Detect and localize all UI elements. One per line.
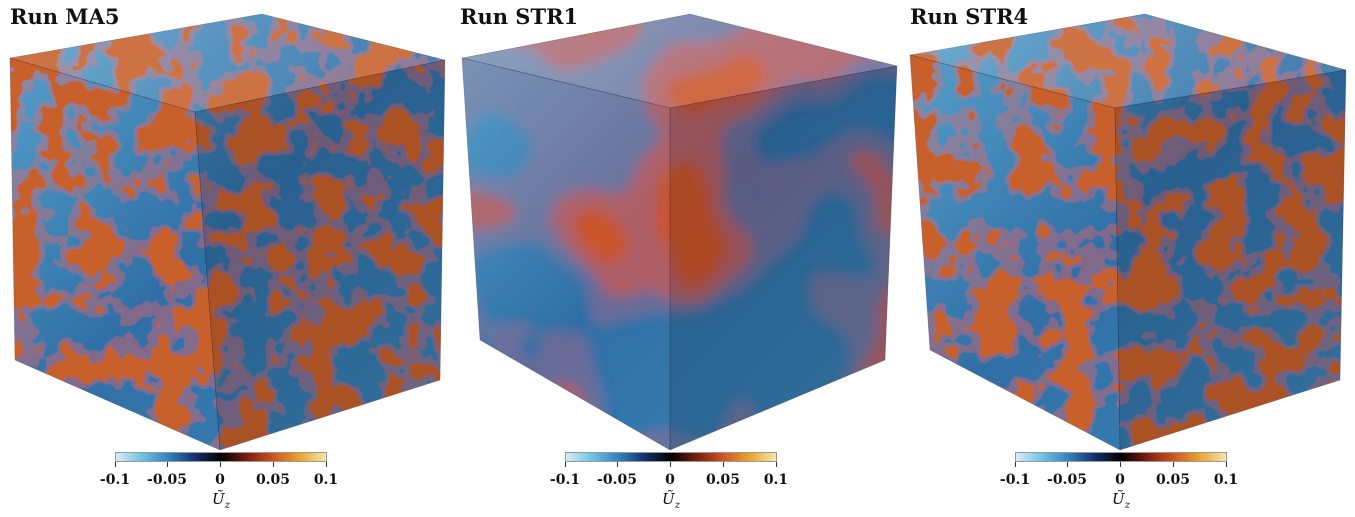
cube-face-top	[909, 13, 1347, 109]
colorbar-tick	[1067, 462, 1068, 467]
colorbar-tick	[1120, 462, 1121, 467]
colorbar-label: 0	[665, 472, 675, 488]
colorbar: -0.1 -0.05 0 0.05 0.1 Ũz	[100, 452, 338, 512]
cube-visualization	[461, 13, 898, 450]
colorbar-tick	[326, 462, 327, 467]
colorbar-label: 0.1	[1213, 472, 1239, 488]
colorbar-label: -0.1	[549, 472, 581, 488]
colorbar-tick	[670, 462, 671, 467]
cube-visualization	[9, 13, 446, 450]
cube-face-front	[9, 57, 221, 450]
colorbar-tick	[776, 462, 777, 467]
colorbar-tick	[617, 462, 618, 467]
colorbar-label: 0.05	[705, 472, 741, 488]
colorbar-label: 0.05	[1155, 472, 1191, 488]
cube-visualization	[909, 13, 1347, 450]
colorbar-label: -0.05	[1047, 472, 1087, 488]
cube-face-side	[669, 65, 898, 450]
colorbar-label: -0.05	[147, 472, 187, 488]
cube-face-front	[461, 57, 671, 450]
colorbar-tick	[273, 462, 274, 467]
cube-face-top	[461, 13, 898, 109]
field-pattern	[910, 14, 1346, 450]
colorbar-tick	[1015, 462, 1016, 467]
panel-run-ma5: Run MA5 -0.1 -0.05 0 0.05 0.1 Ũz	[0, 0, 450, 517]
colorbar-tick	[1173, 462, 1174, 467]
colorbar-gradient	[115, 452, 327, 462]
field-pattern	[10, 14, 445, 450]
panel-title: Run MA5	[10, 4, 120, 29]
colorbar-label: 0	[1115, 472, 1125, 488]
cube-face-front	[909, 54, 1121, 450]
cube-faces	[10, 14, 445, 450]
cube-face-side	[1114, 69, 1347, 450]
panel-run-str1: Run STR1 -0.1 -0.05 0 0.05 0.1 Ũz	[450, 0, 900, 517]
colorbar-tick	[220, 462, 221, 467]
colorbar-label: 0.1	[763, 472, 789, 488]
cube-faces	[910, 14, 1346, 450]
colorbar-label: 0.1	[313, 472, 339, 488]
colorbar-label: -0.1	[99, 472, 131, 488]
colorbar-label: -0.1	[999, 472, 1031, 488]
colorbar-title: Ũz	[1112, 490, 1130, 511]
colorbar-tick	[1226, 462, 1227, 467]
colorbar: -0.1 -0.05 0 0.05 0.1 Ũz	[550, 452, 788, 512]
colorbar-tick	[723, 462, 724, 467]
colorbar-tick	[115, 462, 116, 467]
colorbar-label: 0.05	[255, 472, 291, 488]
colorbar-label: 0	[215, 472, 225, 488]
colorbar-gradient	[1015, 452, 1227, 462]
panel-title: Run STR1	[460, 4, 579, 29]
colorbar-tick	[167, 462, 168, 467]
colorbar-gradient	[565, 452, 777, 462]
cube-face-top	[9, 13, 446, 113]
cube-face-side	[194, 59, 446, 450]
colorbar-tick	[565, 462, 566, 467]
colorbar-title: Ũz	[662, 490, 680, 511]
panel-title: Run STR4	[910, 4, 1029, 29]
colorbar-label: -0.05	[597, 472, 637, 488]
colorbar-title: Ũz	[212, 490, 230, 511]
colorbar: -0.1 -0.05 0 0.05 0.1 Ũz	[1000, 452, 1238, 512]
panel-run-str4: Run STR4 -0.1 -0.05 0 0.05 0.1 Ũz	[900, 0, 1350, 517]
